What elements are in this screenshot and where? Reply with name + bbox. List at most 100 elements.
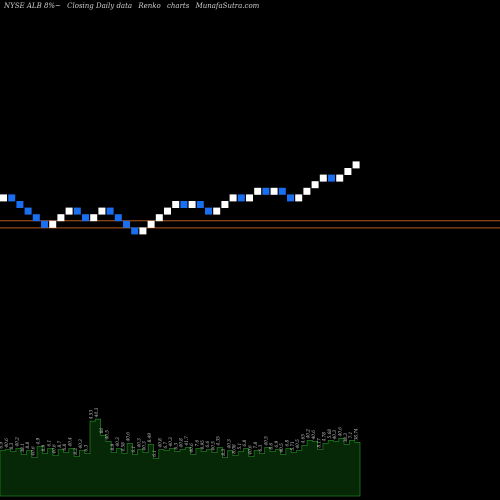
volume-label: 86 <box>99 428 104 434</box>
renko-brick-up <box>164 207 171 215</box>
volume-label: 40.2 <box>306 429 311 440</box>
renko-brick-down <box>24 207 32 215</box>
volume-label: 6.3 <box>258 445 263 452</box>
renko-brick-up <box>311 181 319 189</box>
volume-label: 40.6 <box>52 444 57 455</box>
volume-label: 38.74 <box>353 428 358 440</box>
volume-label: 4.9 <box>36 438 41 446</box>
volume-label: 40.8 <box>158 438 163 449</box>
renko-brick-up <box>270 187 278 195</box>
renko-brick-up <box>172 201 180 208</box>
volume-label: 40.8 <box>179 438 184 449</box>
volume-label: 7.8 <box>253 442 258 449</box>
volume-label: 40.6 <box>4 438 9 449</box>
volume-label: 40.5 <box>263 436 268 447</box>
volume-label: 40.3 <box>332 430 337 441</box>
renko-brick-up <box>90 214 98 222</box>
renko-brick-down <box>287 194 294 202</box>
volume-label: 41.7 <box>184 436 189 447</box>
volume-label: 5.68 <box>327 429 332 439</box>
volume-label: 4.35 <box>216 436 221 447</box>
volume-label: 7.6 <box>195 440 200 447</box>
volume-label: 6.1 <box>152 450 157 457</box>
volume-label: 8.3 <box>9 443 14 450</box>
volume-label: 6.1 <box>131 446 136 453</box>
volume-label: 6.8 <box>285 440 290 447</box>
volume-label: 40.3 <box>94 408 99 419</box>
symbol-label: NYSE ALB 8%~ <box>4 2 61 10</box>
volume-label: 8.9 <box>110 444 115 451</box>
volume-label: 40.6 <box>338 427 343 438</box>
volume-label: 8.3 <box>221 449 226 456</box>
renko-brick-up <box>352 161 360 169</box>
volume-label: 6.3 <box>83 445 88 452</box>
volume-label: 40.6 <box>248 445 253 456</box>
volume-label: 40.6 <box>311 430 316 441</box>
volume-label: 5.1 <box>237 443 242 450</box>
renko-brick-up <box>0 194 7 202</box>
volume-label: 40.5 <box>210 441 215 452</box>
volume-label: 40.5 <box>279 443 284 454</box>
renko-brick-up <box>188 201 196 208</box>
volume-label: 8.6 <box>269 443 274 450</box>
volume-label: 8.9 <box>41 445 46 452</box>
volume-label: 40.6 <box>30 446 35 457</box>
volume-label: 8.8 <box>25 442 30 449</box>
volume-label: 40.3 <box>136 438 141 449</box>
renko-brick-up <box>221 201 229 208</box>
renko-brick-up <box>246 194 253 202</box>
renko-brick-down <box>16 201 24 208</box>
renko-brick-down <box>32 214 40 222</box>
volume-label: 8.17 <box>316 438 321 448</box>
volume-label: 4.78 <box>322 432 327 443</box>
chart-kind-label: Renko <box>138 2 161 10</box>
volume-label: 4.58 <box>120 442 125 453</box>
renko-brick-up <box>155 214 163 222</box>
volume-label: 6.8 <box>242 440 247 447</box>
volume-label: 38.3 <box>343 433 348 443</box>
volume-label: 8.7 <box>57 441 62 448</box>
volume-label: 8.2 <box>73 448 78 455</box>
renko-brick-up <box>57 214 65 222</box>
renko-brick-down <box>114 214 122 222</box>
renko-brick-up <box>344 168 352 175</box>
volume-area <box>0 418 361 497</box>
volume-label: 5.71 <box>290 441 295 450</box>
renko-brick-up <box>254 187 262 195</box>
renko-brick-down <box>73 207 81 215</box>
description-label: Closing Daily data <box>67 2 133 10</box>
volume-label: 40.3 <box>115 437 120 448</box>
volume-label: 40.3 <box>226 439 231 450</box>
chart-header: NYSE ALB 8%~ Closing Daily data Renko ch… <box>4 2 263 10</box>
volume-label: 6.9 <box>274 441 279 448</box>
renko-brick-up <box>295 194 303 202</box>
renko-brick-down <box>262 187 270 195</box>
volume-label: 40.5 <box>295 439 300 450</box>
renko-brick-down <box>237 194 245 202</box>
renko-brick-up <box>336 174 344 182</box>
renko-brick-up <box>98 207 106 215</box>
renko-brick-up <box>147 220 155 228</box>
renko-brick-up <box>49 220 57 228</box>
renko-brick-down <box>106 207 114 215</box>
volume-label: 4.95 <box>200 440 205 451</box>
renko-brick-up <box>229 194 237 202</box>
volume-label: 8.49 <box>147 433 152 443</box>
volume-label: 40.3 <box>142 441 147 452</box>
renko-brick-up <box>65 207 73 215</box>
volume-label: 38.1 <box>20 443 25 452</box>
site-label: MunafaSutra.com <box>195 2 260 10</box>
renko-brick-down <box>123 220 130 228</box>
volume-label: 6.9 <box>0 442 4 449</box>
renko-brick-up <box>139 227 147 235</box>
renko-brick-down <box>196 201 204 208</box>
renko-brick-up <box>319 174 327 182</box>
volume-label: 6.7 <box>163 442 168 449</box>
renko-brick-down <box>180 201 188 208</box>
renko-brick-down <box>205 207 212 215</box>
volume-label: 6.6 <box>205 441 210 448</box>
renko-brick-up <box>303 187 311 195</box>
volume-label: 4.65 <box>300 434 305 445</box>
volume-label: 40.3 <box>168 437 173 448</box>
